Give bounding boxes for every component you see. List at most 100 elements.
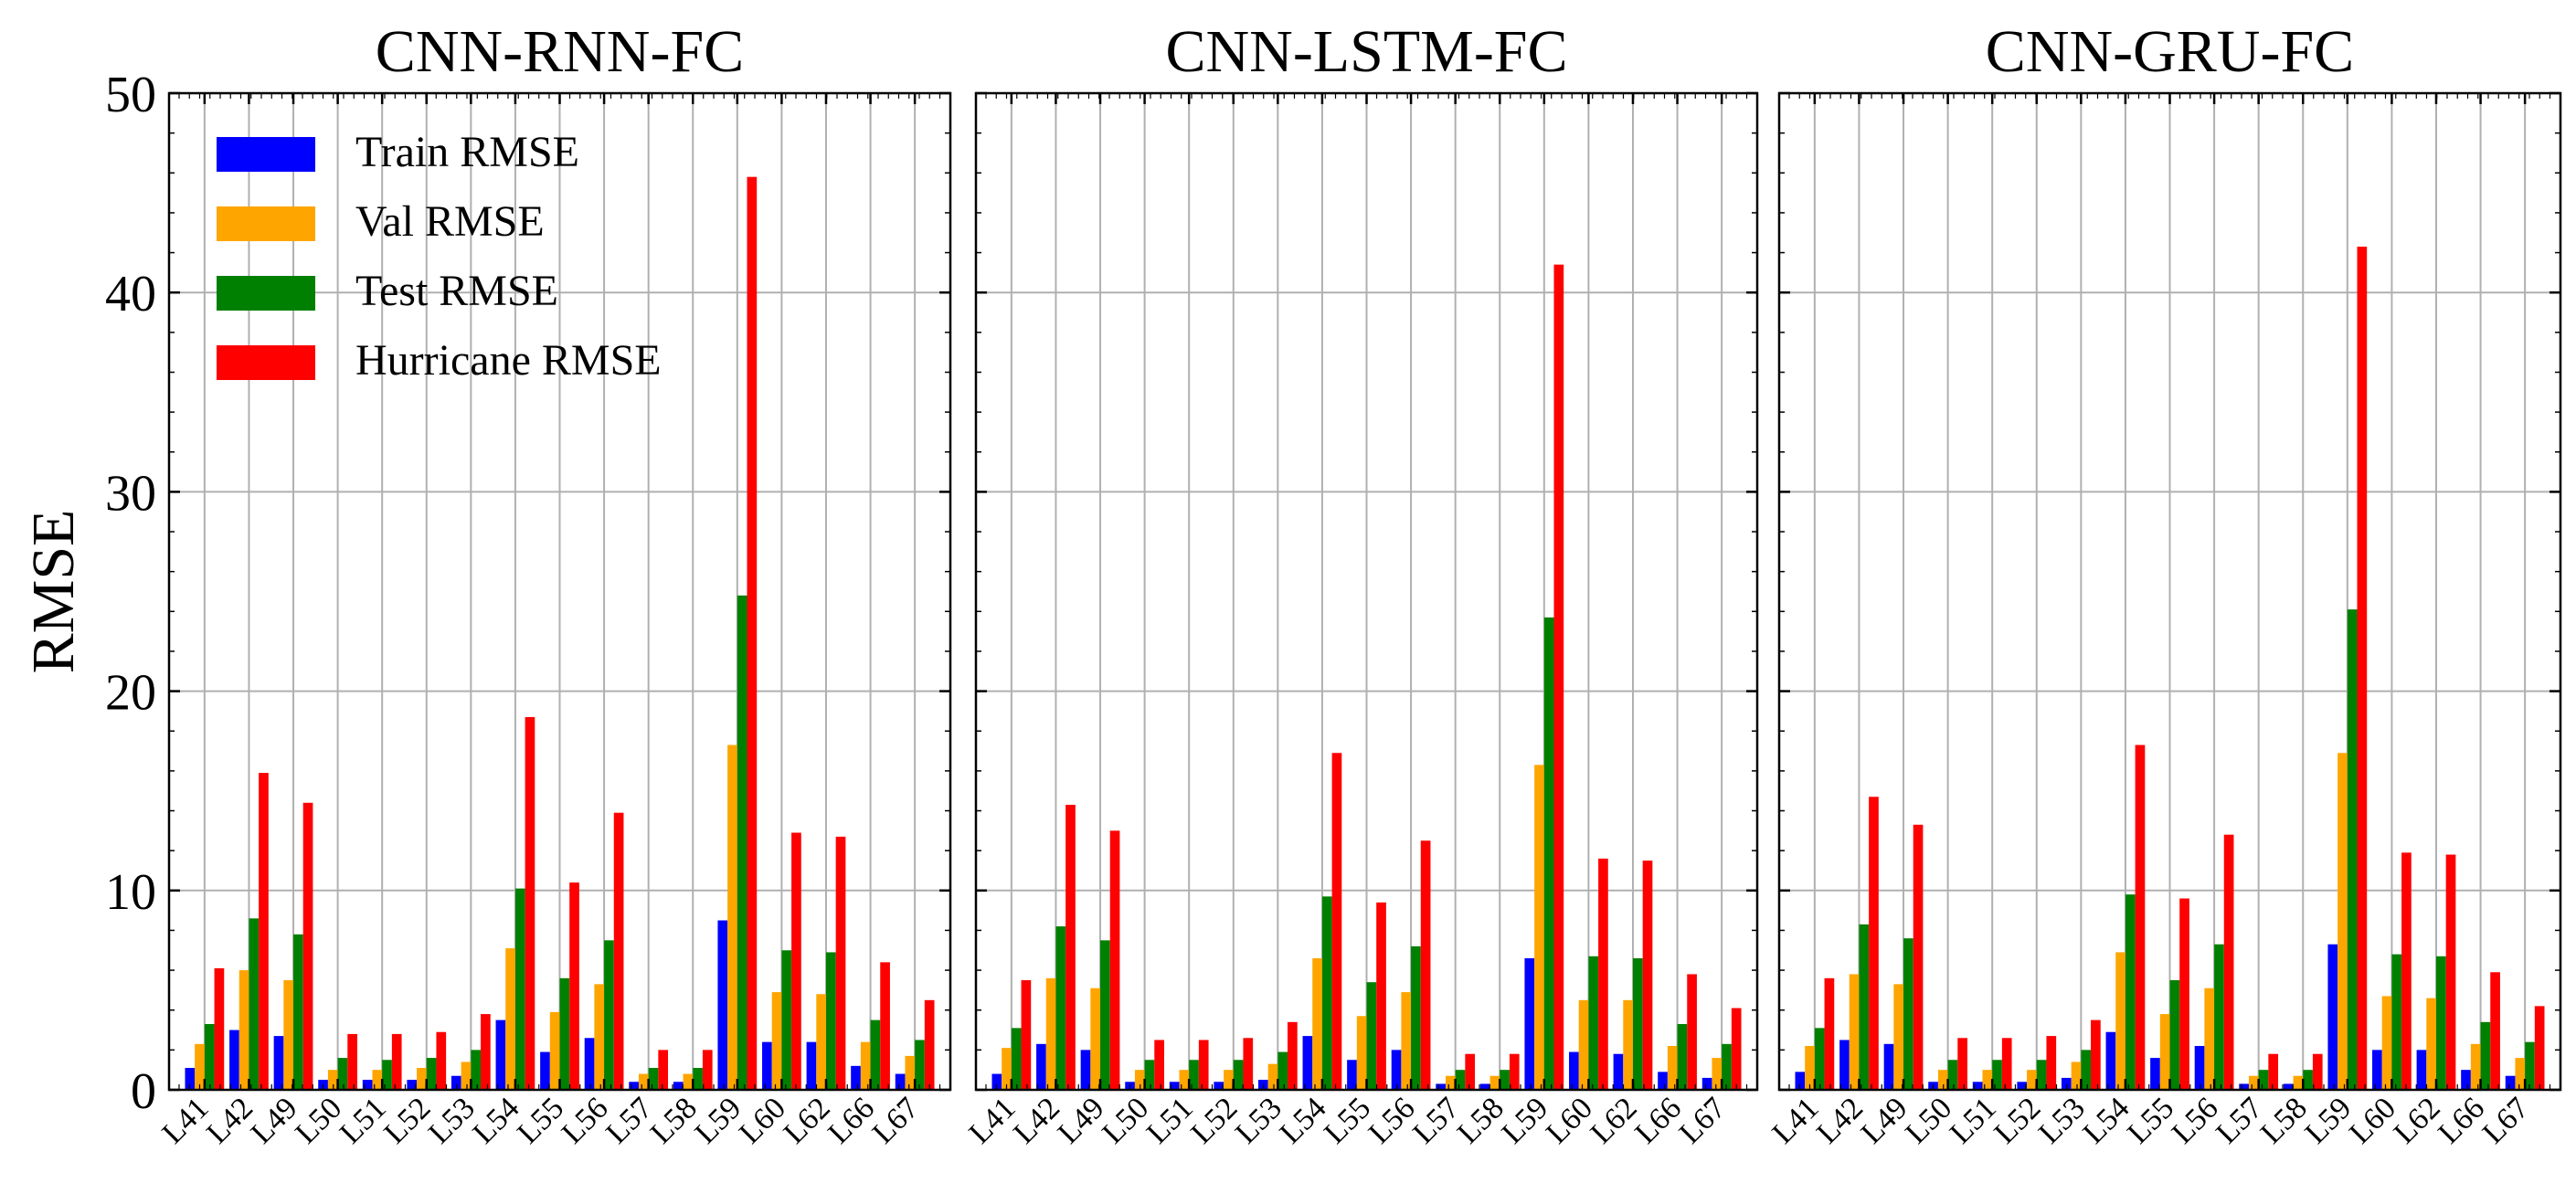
bar-test-rmse-l53 xyxy=(2081,1050,2092,1090)
bar-hurricane-rmse-l52 xyxy=(436,1031,447,1090)
bar-train-rmse-l62 xyxy=(2416,1050,2427,1090)
bar-train-rmse-l60 xyxy=(1569,1051,1579,1090)
bar-test-rmse-l66 xyxy=(2480,1021,2491,1090)
legend-swatch-val-rmse xyxy=(217,206,315,241)
bar-hurricane-rmse-l51 xyxy=(1198,1040,1209,1090)
bar-val-rmse-l41 xyxy=(1002,1048,1012,1090)
bar-test-rmse-l50 xyxy=(1947,1060,1958,1090)
bar-val-rmse-l57 xyxy=(1445,1075,1456,1090)
y-tick-label: 30 xyxy=(105,465,156,522)
legend-swatch-train-rmse xyxy=(217,137,315,172)
bar-test-rmse-l42 xyxy=(1859,924,1870,1090)
bar-hurricane-rmse-l51 xyxy=(2001,1038,2012,1090)
bar-test-rmse-l54 xyxy=(1321,896,1332,1090)
bar-hurricane-rmse-l53 xyxy=(2091,1019,2101,1090)
bar-hurricane-rmse-l56 xyxy=(2223,834,2234,1090)
panel-2: L41L42L49L50L51L52L53L54L55L56L57L58L59L… xyxy=(963,18,1759,1150)
bar-test-rmse-l49 xyxy=(293,934,303,1090)
bar-hurricane-rmse-l59 xyxy=(747,176,758,1091)
bar-test-rmse-l57 xyxy=(648,1067,659,1090)
bar-train-rmse-l49 xyxy=(1883,1043,1894,1090)
bar-test-rmse-l60 xyxy=(2391,954,2402,1090)
bar-test-rmse-l52 xyxy=(2036,1060,2047,1090)
bar-hurricane-rmse-l41 xyxy=(214,967,225,1090)
bar-test-rmse-l51 xyxy=(1189,1060,1199,1090)
bar-train-rmse-l62 xyxy=(1613,1053,1624,1090)
bar-train-rmse-l49 xyxy=(1080,1050,1091,1090)
bar-train-rmse-l58 xyxy=(1479,1083,1490,1090)
bar-train-rmse-l41 xyxy=(185,1067,196,1090)
bar-train-rmse-l55 xyxy=(540,1051,550,1090)
bar-train-rmse-l54 xyxy=(2105,1031,2116,1090)
bar-val-rmse-l42 xyxy=(1849,974,1860,1090)
bar-train-rmse-l56 xyxy=(584,1038,595,1090)
bar-val-rmse-l67 xyxy=(905,1055,916,1090)
bar-test-rmse-l62 xyxy=(1632,957,1643,1090)
bar-test-rmse-l57 xyxy=(1455,1070,1466,1090)
bar-val-rmse-l60 xyxy=(1578,999,1589,1090)
bar-val-rmse-l62 xyxy=(816,994,826,1090)
bar-train-rmse-l58 xyxy=(673,1082,684,1090)
bar-hurricane-rmse-l58 xyxy=(1509,1053,1520,1090)
y-tick-label: 20 xyxy=(105,665,156,722)
bar-val-rmse-l54 xyxy=(2115,952,2125,1090)
bar-val-rmse-l53 xyxy=(1267,1063,1278,1090)
bar-test-rmse-l66 xyxy=(870,1019,881,1090)
bar-hurricane-rmse-l42 xyxy=(259,773,269,1090)
bar-hurricane-rmse-l55 xyxy=(1376,902,1386,1090)
bar-test-rmse-l59 xyxy=(1543,617,1554,1090)
bar-test-rmse-l51 xyxy=(382,1060,392,1090)
bar-val-rmse-l49 xyxy=(1893,984,1904,1090)
panel-title: CNN-RNN-FC xyxy=(376,18,744,85)
bar-hurricane-rmse-l62 xyxy=(835,836,846,1090)
bar-hurricane-rmse-l49 xyxy=(1913,824,1924,1090)
bar-hurricane-rmse-l42 xyxy=(1869,797,1879,1090)
bar-hurricane-rmse-l66 xyxy=(1687,974,1697,1090)
bar-hurricane-rmse-l52 xyxy=(2046,1036,2057,1090)
bar-test-rmse-l55 xyxy=(2169,979,2180,1090)
bar-hurricane-rmse-l67 xyxy=(924,999,935,1090)
bar-test-rmse-l67 xyxy=(2525,1041,2535,1090)
bar-train-rmse-l42 xyxy=(1839,1040,1850,1090)
bar-val-rmse-l41 xyxy=(1805,1045,1815,1090)
bar-hurricane-rmse-l53 xyxy=(1288,1021,1298,1090)
panel-title: CNN-GRU-FC xyxy=(1986,18,2354,85)
bar-test-rmse-l49 xyxy=(1903,938,1913,1090)
bar-val-rmse-l56 xyxy=(2204,988,2215,1090)
bar-train-rmse-l66 xyxy=(851,1065,861,1090)
bar-train-rmse-l41 xyxy=(1795,1072,1806,1090)
bar-test-rmse-l58 xyxy=(693,1067,703,1090)
bar-hurricane-rmse-l57 xyxy=(1465,1053,1476,1090)
bar-val-rmse-l58 xyxy=(683,1073,694,1090)
bar-val-rmse-l66 xyxy=(1667,1045,1678,1090)
bar-train-rmse-l52 xyxy=(407,1080,418,1090)
y-axis-label: RMSE xyxy=(20,510,87,674)
bar-hurricane-rmse-l52 xyxy=(1243,1038,1254,1090)
bar-test-rmse-l52 xyxy=(426,1058,437,1090)
bar-val-rmse-l56 xyxy=(1401,992,1412,1090)
bar-train-rmse-l66 xyxy=(2461,1070,2471,1090)
bar-hurricane-rmse-l58 xyxy=(2312,1053,2323,1090)
bar-val-rmse-l60 xyxy=(771,992,782,1090)
bar-train-rmse-l66 xyxy=(1658,1072,1668,1090)
bar-train-rmse-l52 xyxy=(2017,1082,2028,1090)
bar-val-rmse-l51 xyxy=(1179,1070,1190,1090)
bar-hurricane-rmse-l67 xyxy=(2534,1006,2545,1090)
bar-val-rmse-l51 xyxy=(1982,1070,1993,1090)
bar-hurricane-rmse-l62 xyxy=(1642,861,1653,1090)
bar-hurricane-rmse-l57 xyxy=(658,1050,669,1090)
bar-test-rmse-l60 xyxy=(1588,956,1599,1090)
bar-hurricane-rmse-l55 xyxy=(2179,898,2189,1090)
legend: Train RMSE Val RMSE Test RMSE Hurricane RMS… xyxy=(217,128,662,385)
bar-train-rmse-l67 xyxy=(1701,1077,1712,1090)
bar-hurricane-rmse-l66 xyxy=(2490,972,2500,1090)
bar-val-rmse-l54 xyxy=(505,948,515,1090)
bar-train-rmse-l53 xyxy=(451,1075,461,1090)
bar-val-rmse-l49 xyxy=(283,979,294,1090)
bar-hurricane-rmse-l55 xyxy=(569,882,579,1090)
y-tick-label: 50 xyxy=(105,67,156,123)
bar-test-rmse-l54 xyxy=(2125,894,2136,1090)
bar-val-rmse-l66 xyxy=(2470,1043,2481,1090)
bar-train-rmse-l41 xyxy=(991,1073,1002,1090)
bar-train-rmse-l42 xyxy=(1036,1043,1046,1090)
